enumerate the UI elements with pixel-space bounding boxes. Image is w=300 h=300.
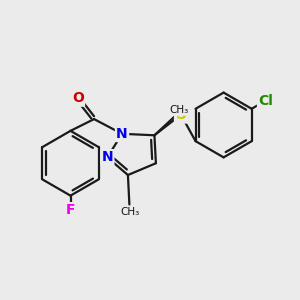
Text: CH₃: CH₃ <box>120 207 139 217</box>
Text: F: F <box>66 203 75 218</box>
Text: N: N <box>101 150 113 164</box>
Text: S: S <box>176 107 186 122</box>
Text: Cl: Cl <box>258 94 273 108</box>
Text: N: N <box>116 127 128 141</box>
Text: O: O <box>72 92 84 106</box>
Text: CH₃: CH₃ <box>169 105 188 115</box>
